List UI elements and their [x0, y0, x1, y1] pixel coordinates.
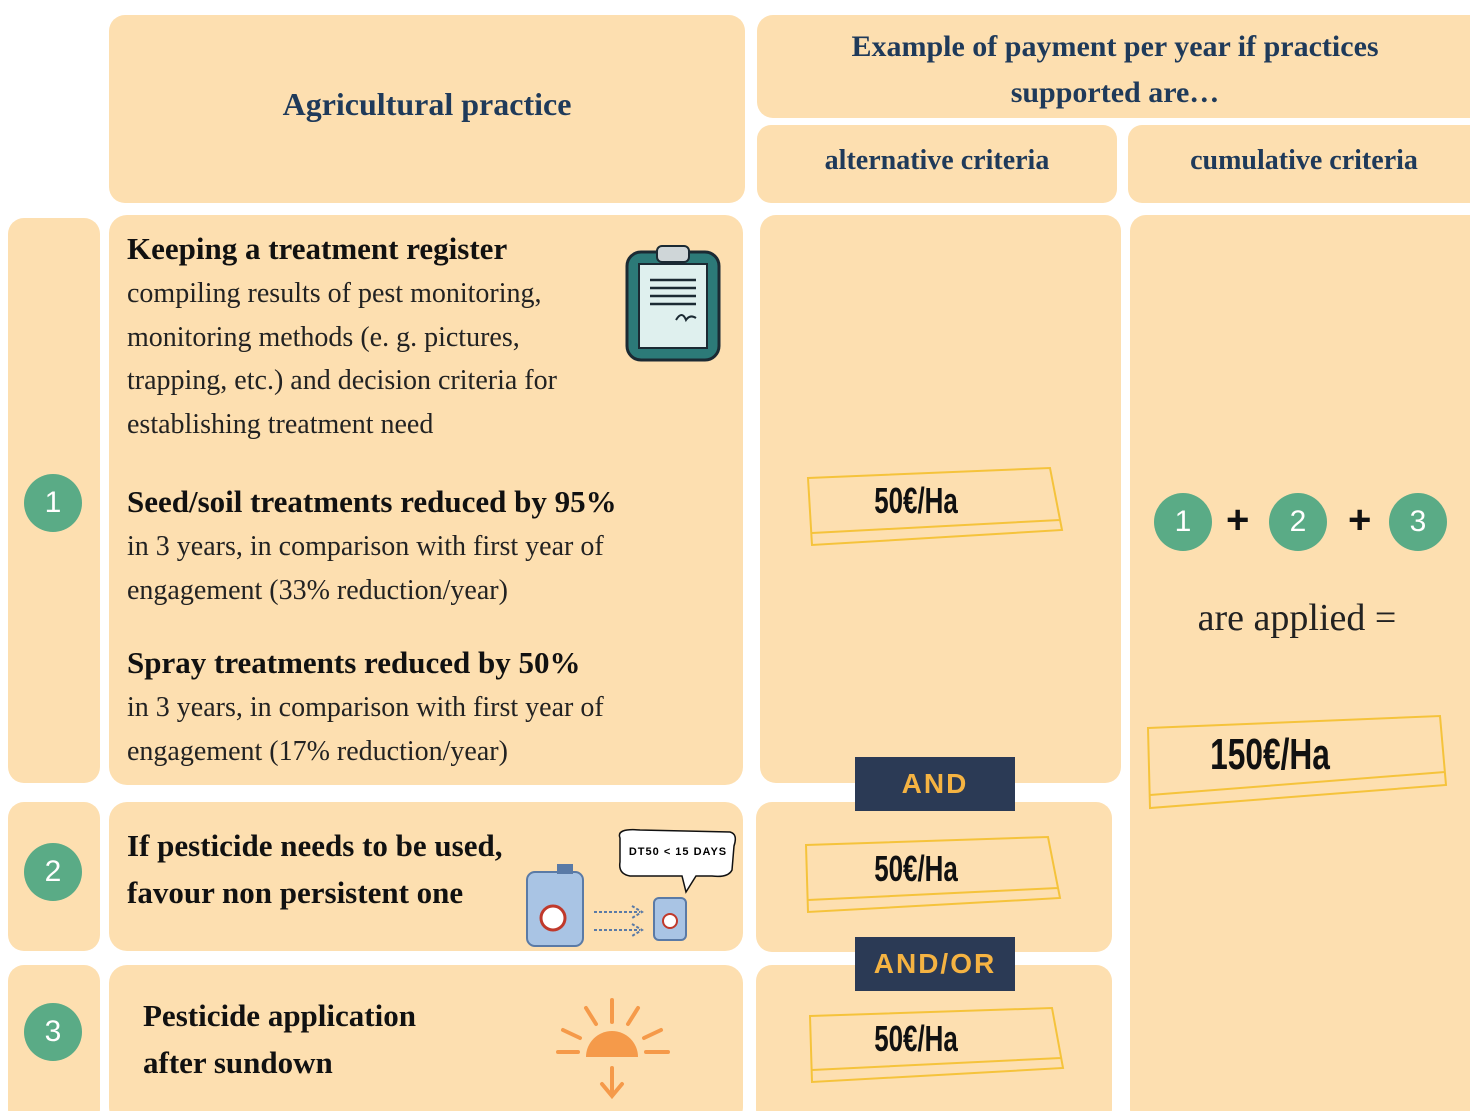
payment-tag: 50€/Ha [874, 1018, 958, 1059]
operator: + [1348, 498, 1372, 542]
practice-description: compiling results of pest monitoring, [127, 278, 542, 309]
operator: + [1226, 498, 1250, 542]
practice-description: engagement (33% reduction/year) [127, 574, 508, 606]
practice-description: trapping, etc.) and decision criteria fo… [127, 365, 557, 396]
payment-tag: 50€/Ha [874, 848, 958, 889]
row-number: 2 [24, 843, 82, 901]
practice-title: If pesticide needs to be used, [127, 828, 503, 863]
clipboard-icon [625, 245, 721, 362]
header-alternative: alternative criteria [824, 145, 1050, 176]
row-number: 3 [24, 1003, 82, 1061]
header-practice: Agricultural practice [282, 86, 572, 122]
practice-description: monitoring methods (e. g. pictures, [127, 321, 520, 353]
row-number: 1 [24, 474, 82, 532]
practice-title: Pesticide application [143, 998, 416, 1033]
practice-description: in 3 years, in comparison with first yea… [127, 692, 604, 723]
header-payment: Example of payment per year if practices… [851, 30, 1379, 109]
practice-description: in 3 years, in comparison with first yea… [127, 531, 604, 562]
practice-description: engagement (17% reduction/year) [127, 735, 508, 767]
header-cumulative: cumulative criteria [1190, 145, 1418, 176]
boxes [8, 15, 1470, 1111]
practice-description: establishing treatment need [127, 408, 434, 440]
cumulative-number: 2 [1269, 493, 1327, 551]
payment-tag-outlines [804, 466, 1448, 1084]
badge-text: DT50 < 15 DAYS [628, 846, 728, 858]
cumulative-number: 3 [1389, 493, 1447, 551]
sunset-icon [556, 998, 670, 1100]
practice-title: Spray treatments reduced by 50% [127, 645, 581, 680]
cumulative-payment: 150€/Ha [1210, 730, 1330, 779]
cumulative-text: are applied = [1197, 597, 1397, 639]
cumulative-number: 1 [1154, 493, 1212, 551]
connector: AND/OR [855, 937, 1015, 991]
practice-title: Seed/soil treatments reduced by 95% [127, 484, 617, 519]
connector: AND [855, 757, 1015, 811]
payment-tag: 50€/Ha [874, 480, 958, 521]
pesticide-jugs-icon [526, 828, 737, 947]
practice-title: Keeping a treatment register [127, 231, 508, 266]
practice-title: favour non persistent one [127, 875, 464, 910]
practice-title: after sundown [143, 1045, 333, 1080]
